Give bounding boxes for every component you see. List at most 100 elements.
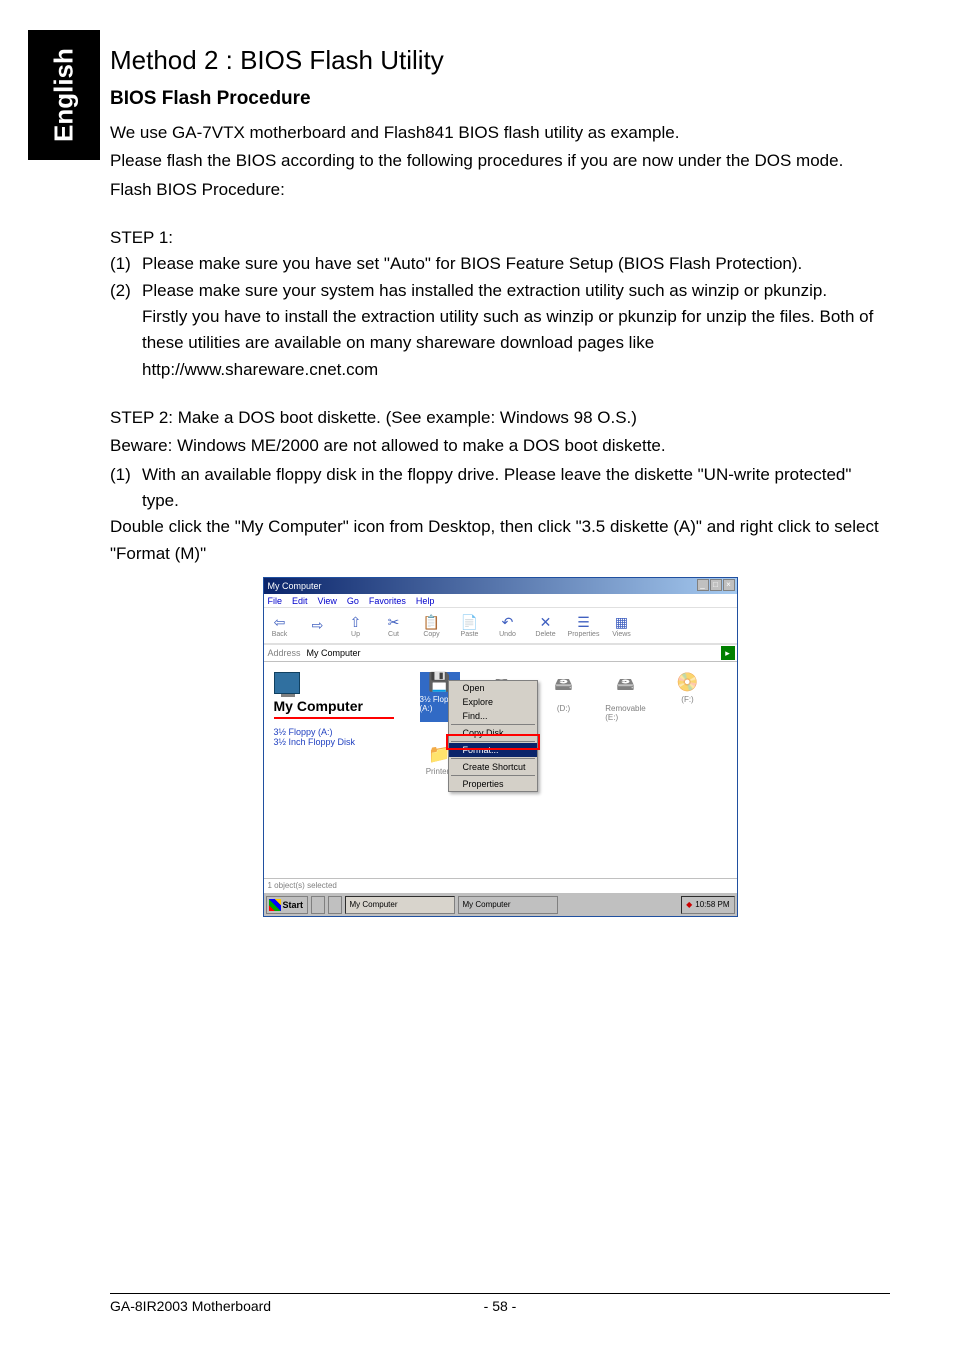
tray-time: 10:58 PM [695, 900, 729, 909]
list-number: (1) [110, 251, 142, 277]
toolbar-button[interactable]: ✂Cut [384, 614, 404, 638]
taskbar: Start My Computer My Computer ◆ 10:58 PM [264, 892, 737, 916]
address-label: Address [268, 648, 301, 658]
drive-area: 💾3½ Floppy (A:)🖴(C:)🖴(D:)🖴Removable (E:)… [414, 662, 737, 870]
screenshot-wrapper: My Computer _ □ × File Edit View Go Favo… [110, 577, 890, 917]
drive-icon[interactable]: 🖴Removable (E:) [606, 672, 646, 722]
list-text: Please make sure you have set "Auto" for… [142, 251, 890, 277]
language-tab: English [28, 30, 100, 160]
toolbar-icon: ⇨ [312, 617, 324, 634]
step2-line4: Double click the "My Computer" icon from… [110, 514, 890, 567]
status-bar: 1 object(s) selected [264, 878, 737, 892]
intro-line3: Flash BIOS Procedure: [110, 177, 890, 203]
drive-icon[interactable]: 🖴(D:) [544, 672, 584, 722]
drive-glyph-icon: 📀 [676, 672, 698, 693]
menu-favorites[interactable]: Favorites [369, 596, 406, 606]
toolbar-icon: ▦ [615, 614, 628, 631]
toolbar-button[interactable]: ▦Views [612, 614, 632, 638]
separator [274, 717, 394, 719]
toolbar-label: Undo [499, 631, 516, 638]
toolbar-icon: ☰ [577, 614, 590, 631]
toolbar-button[interactable]: 📋Copy [422, 614, 442, 638]
toolbar-button[interactable]: ⇧Up [346, 614, 366, 638]
toolbar-label: Cut [388, 631, 399, 638]
toolbar-icon: 📄 [461, 614, 478, 631]
toolbar-label: Paste [461, 631, 479, 638]
context-menu-item[interactable]: Properties [449, 777, 537, 791]
step1-item2-cont: Firstly you have to install the extracti… [110, 304, 890, 383]
my-computer-title: My Computer [274, 698, 404, 714]
toolbar-icon: ⇧ [350, 614, 362, 631]
minimize-button[interactable]: _ [697, 579, 709, 591]
page-content: Method 2 : BIOS Flash Utility BIOS Flash… [110, 45, 890, 917]
step1-item1: (1) Please make sure you have set "Auto"… [110, 251, 890, 277]
menu-divider [451, 775, 535, 776]
toolbar-button[interactable]: ↶Undo [498, 614, 518, 638]
menu-file[interactable]: File [268, 596, 283, 606]
toolbar-label: Properties [568, 631, 600, 638]
my-computer-icon [274, 672, 300, 694]
highlight-box [446, 734, 540, 750]
list-text: With an available floppy disk in the flo… [142, 462, 890, 515]
toolbar-button[interactable]: 📄Paste [460, 614, 480, 638]
drive-icon[interactable]: 📀 (F:) [668, 672, 708, 722]
footer-right [630, 1298, 890, 1314]
context-menu-item[interactable]: Open [449, 681, 537, 695]
titlebar-buttons: _ □ × [697, 579, 735, 591]
menu-divider [451, 758, 535, 759]
heading-method: Method 2 : BIOS Flash Utility [110, 45, 890, 76]
quick-launch[interactable] [328, 896, 342, 914]
toolbar-label: Delete [535, 631, 555, 638]
toolbar-label: Copy [423, 631, 439, 638]
toolbar-button[interactable]: ☰Properties [574, 614, 594, 638]
toolbar-icon: ✕ [540, 614, 552, 631]
menu-go[interactable]: Go [347, 596, 359, 606]
footer-page-number: - 58 - [370, 1298, 630, 1314]
maximize-button[interactable]: □ [710, 579, 722, 591]
task-button[interactable]: My Computer [345, 896, 455, 914]
drive-label: (F:) [681, 695, 693, 704]
menu-view[interactable]: View [318, 596, 337, 606]
step2-item1: (1) With an available floppy disk in the… [110, 462, 890, 515]
task-button[interactable]: My Computer [458, 896, 558, 914]
intro-line2: Please flash the BIOS according to the f… [110, 148, 890, 174]
drive-glyph-icon: 🖴 [616, 672, 634, 702]
context-menu-item[interactable]: Explore [449, 695, 537, 709]
system-tray: ◆ 10:58 PM [681, 896, 734, 914]
address-bar: Address My Computer ▸ [264, 644, 737, 662]
context-menu-item[interactable]: Create Shortcut [449, 760, 537, 774]
screenshot-my-computer: My Computer _ □ × File Edit View Go Favo… [263, 577, 738, 917]
windows-flag-icon [269, 899, 281, 911]
step1-label: STEP 1: [110, 225, 890, 251]
toolbar-label: Views [612, 631, 631, 638]
menubar: File Edit View Go Favorites Help [264, 594, 737, 608]
drive-label: (D:) [557, 704, 570, 713]
start-button[interactable]: Start [266, 896, 308, 914]
address-text[interactable]: My Computer [307, 648, 361, 658]
toolbar-label: Up [351, 631, 360, 638]
step2-line1: STEP 2: Make a DOS boot diskette. (See e… [110, 405, 890, 431]
start-label: Start [283, 900, 304, 910]
list-text: Please make sure your system has install… [142, 278, 890, 304]
quick-launch[interactable] [311, 896, 325, 914]
go-button[interactable]: ▸ [721, 646, 735, 660]
toolbar-button[interactable]: ⇨ [308, 617, 328, 634]
menu-divider [451, 724, 535, 725]
toolbar-icon: 📋 [423, 614, 440, 631]
left-sub2: 3½ Inch Floppy Disk [274, 737, 404, 747]
menu-help[interactable]: Help [416, 596, 435, 606]
main-area: My Computer 3½ Floppy (A:) 3½ Inch Flopp… [264, 662, 737, 870]
toolbar-icon: ⇦ [274, 614, 286, 631]
context-menu-item[interactable]: Find... [449, 709, 537, 723]
list-number: (1) [110, 462, 142, 515]
toolbar-button[interactable]: ⇦Back [270, 614, 290, 638]
intro-line1: We use GA-7VTX motherboard and Flash841 … [110, 120, 890, 146]
step1-item2: (2) Please make sure your system has ins… [110, 278, 890, 304]
close-button[interactable]: × [723, 579, 735, 591]
tray-icon[interactable]: ◆ [686, 900, 692, 909]
titlebar-text: My Computer [268, 581, 322, 591]
toolbar-button[interactable]: ✕Delete [536, 614, 556, 638]
heading-procedure: BIOS Flash Procedure [110, 88, 890, 110]
menu-edit[interactable]: Edit [292, 596, 308, 606]
step2-line2: Beware: Windows ME/2000 are not allowed … [110, 433, 890, 459]
